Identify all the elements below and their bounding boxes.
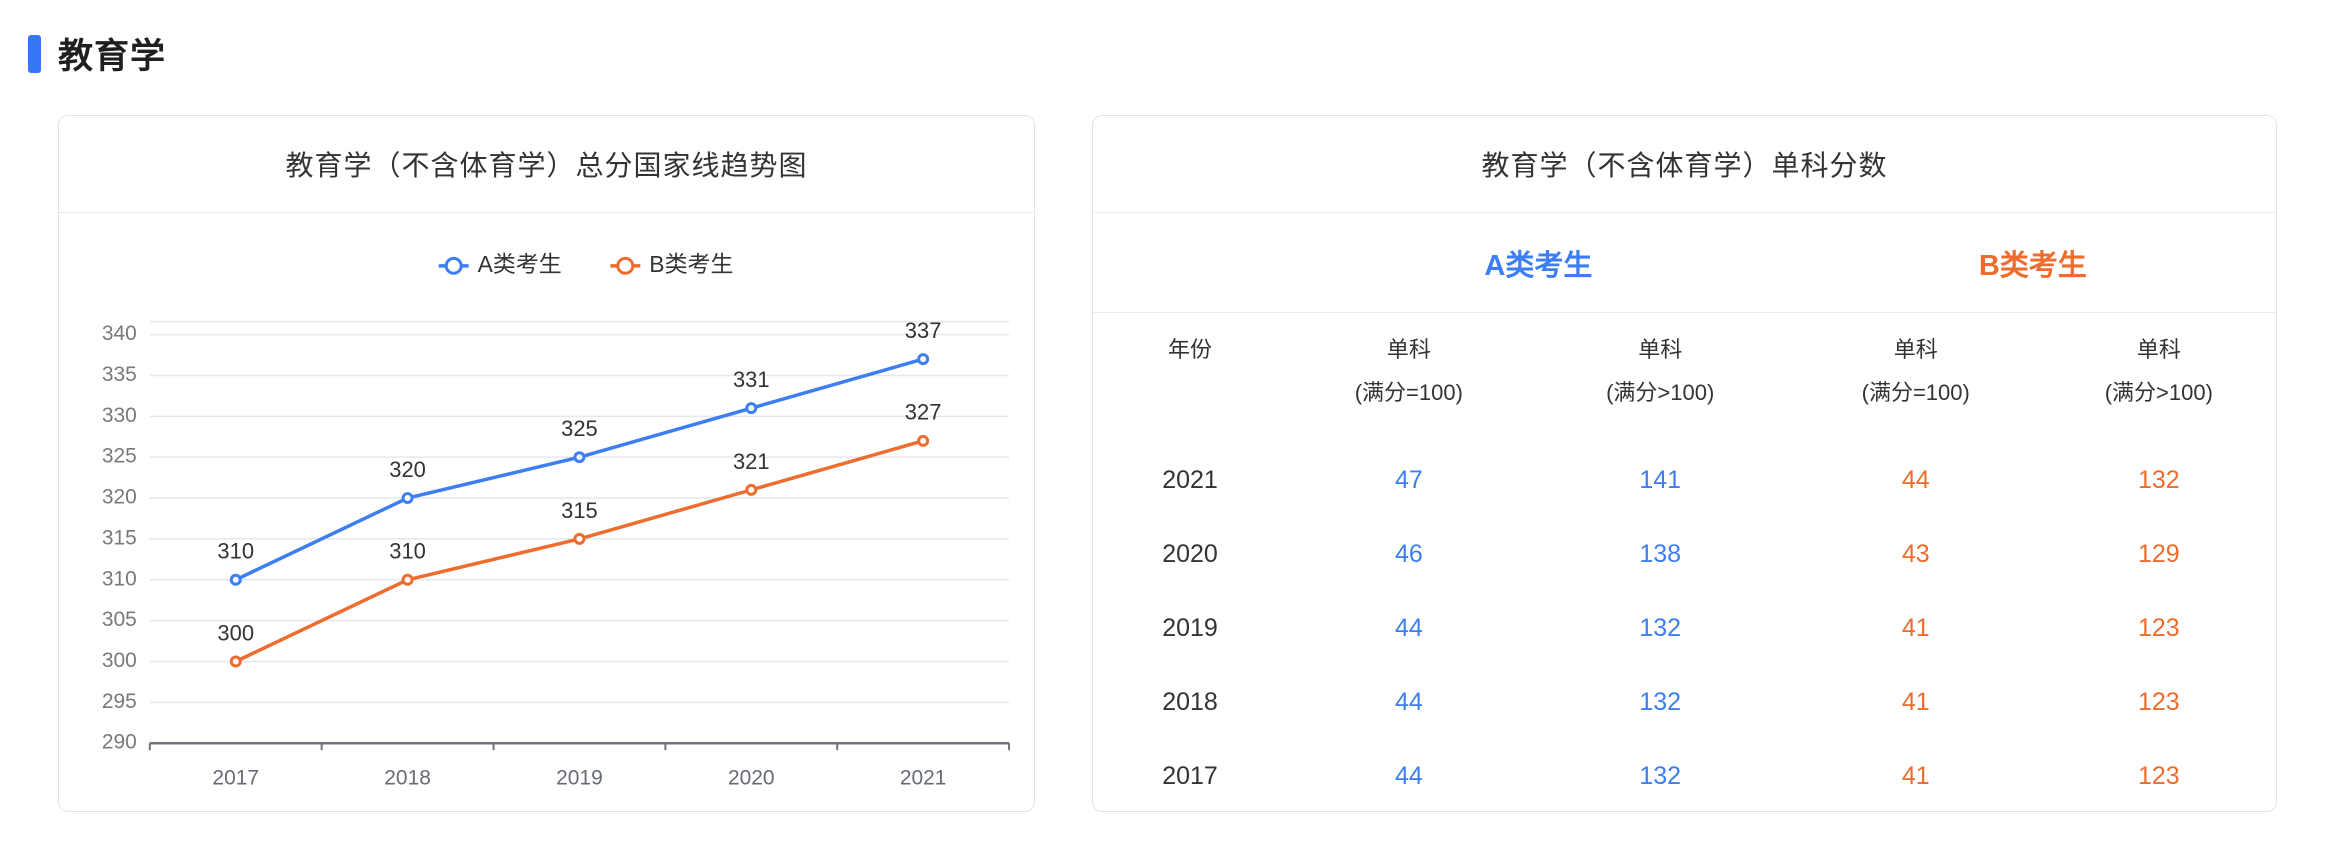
y-axis-tick-label: 295 <box>102 690 137 713</box>
score-cell: 132 <box>2137 466 2180 495</box>
section-title: 教育学 <box>58 37 167 76</box>
year-cell: 2017 <box>1162 761 1218 790</box>
score-cell: 41 <box>1901 761 1930 790</box>
score-cell: 44 <box>1901 466 1930 495</box>
series-line-B类考生 <box>233 439 925 664</box>
data-point <box>229 655 242 668</box>
table-row-2021: 2021 47 141 44 132 <box>1093 444 2276 518</box>
trend-chart-card: 教育学（不含体育学）总分国家线趋势图 290 295 300 305 310 315 320… <box>58 115 1035 812</box>
y-axis-tick-label: 320 <box>102 486 137 509</box>
year-cell: 2019 <box>1162 613 1218 642</box>
score-cell: 41 <box>1901 613 1930 642</box>
table-title: 教育学（不含体育学）单科分数 <box>1093 116 2276 213</box>
legend-label: B类考生 <box>649 251 733 277</box>
table-row-2019: 2019 44 132 41 123 <box>1093 592 2276 666</box>
data-point <box>573 532 586 545</box>
x-axis-category-label: 2017 <box>212 767 259 790</box>
data-point <box>401 492 414 505</box>
column-header-1: 单科 (满分=100) <box>1354 337 1463 405</box>
score-cell: 132 <box>1639 761 1682 790</box>
data-point-label: 315 <box>561 498 598 523</box>
data-point <box>917 353 930 366</box>
x-axis-category-label: 2019 <box>556 767 603 790</box>
data-point-label: 337 <box>905 318 942 343</box>
scores-table-card: 教育学（不含体育学）单科分数 A类考生 B类考生 年份 单科 (满分=100) 单科(… <box>1092 115 2277 812</box>
score-cell: 132 <box>1639 687 1682 716</box>
data-point <box>745 402 758 415</box>
y-axis-tick-label: 315 <box>102 526 137 549</box>
data-point-label: 327 <box>905 400 942 425</box>
data-point-label: 325 <box>561 416 598 441</box>
table-header-row: 年份 单科 (满分=100) 单科 (满分>100) 单科 (满分=100) 单科 (满分>10… <box>1093 313 2276 444</box>
data-point-label: 331 <box>733 367 770 392</box>
data-point-label: 320 <box>389 457 426 482</box>
section-header: 教育学 <box>28 28 166 79</box>
y-axis-tick-label: 330 <box>102 404 137 427</box>
x-axis-category-label: 2021 <box>900 767 947 790</box>
data-point-label: 310 <box>389 539 426 564</box>
year-cell: 2018 <box>1162 687 1218 716</box>
legend-item-A类考生[interactable]: A类考生 <box>438 251 562 277</box>
score-cell: 44 <box>1394 687 1423 716</box>
score-cell: 141 <box>1639 466 1682 495</box>
trend-line-chart: 290 295 300 305 310 315 320 325 330 335 340 2017 201… <box>102 251 1011 790</box>
year-cell: 2020 <box>1162 540 1218 569</box>
data-point <box>917 434 930 447</box>
group-header-b: B类考生 <box>1978 249 2087 282</box>
legend-item-B类考生[interactable]: B类考生 <box>610 251 733 277</box>
data-point <box>745 483 758 496</box>
score-cell: 138 <box>1639 540 1682 569</box>
score-cell: 123 <box>2137 761 2180 790</box>
y-axis-tick-label: 340 <box>102 322 137 345</box>
data-point <box>229 573 242 586</box>
data-point-label: 300 <box>217 620 254 645</box>
scores-table: 年份 单科 (满分=100) 单科 (满分>100) 单科 (满分=100) 单科 (满分>10… <box>1093 313 2276 813</box>
y-axis-tick-label: 305 <box>102 608 137 631</box>
legend-label: A类考生 <box>478 251 562 277</box>
x-axis-category-label: 2018 <box>384 767 431 790</box>
score-cell: 47 <box>1394 466 1423 495</box>
section-accent-bar <box>28 34 41 73</box>
data-point-label: 310 <box>217 539 254 564</box>
score-cell: 44 <box>1394 761 1423 790</box>
legend-marker-circle <box>616 256 635 275</box>
y-axis-tick-label: 335 <box>102 363 137 386</box>
column-header-2: 单科 (满分>100) <box>1606 337 1715 405</box>
chart-title: 教育学（不含体育学）总分国家线趋势图 <box>59 116 1034 213</box>
legend-marker-circle <box>444 256 463 275</box>
y-axis-tick-label: 325 <box>102 445 137 468</box>
data-point <box>401 573 414 586</box>
score-cell: 123 <box>2137 613 2180 642</box>
table-row-2018: 2018 44 132 41 123 <box>1093 665 2276 739</box>
column-header-0: 年份 <box>1167 337 1212 362</box>
data-point-label: 321 <box>733 449 770 474</box>
column-header-3: 单科 (满分=100) <box>1861 337 1970 405</box>
score-cell: 44 <box>1394 613 1423 642</box>
score-cell: 123 <box>2137 687 2180 716</box>
group-header-a: A类考生 <box>1484 249 1593 282</box>
table-row-2017: 2017 44 132 41 123 <box>1093 739 2276 813</box>
score-cell: 46 <box>1394 540 1423 569</box>
score-cell: 132 <box>1639 613 1682 642</box>
data-point <box>573 451 586 464</box>
y-axis-tick-label: 300 <box>102 649 137 672</box>
table-row-2020: 2020 46 138 43 129 <box>1093 518 2276 592</box>
y-axis-tick-label: 310 <box>102 567 137 590</box>
x-axis-category-label: 2020 <box>728 767 775 790</box>
score-cell: 129 <box>2137 540 2180 569</box>
score-cell: 41 <box>1901 687 1930 716</box>
table-group-header-row: A类考生 B类考生 <box>1093 213 2276 313</box>
y-axis-tick-label: 290 <box>102 731 137 754</box>
column-header-4: 单科 (满分>100) <box>2104 337 2213 405</box>
year-cell: 2021 <box>1162 466 1218 495</box>
score-cell: 43 <box>1901 540 1930 569</box>
